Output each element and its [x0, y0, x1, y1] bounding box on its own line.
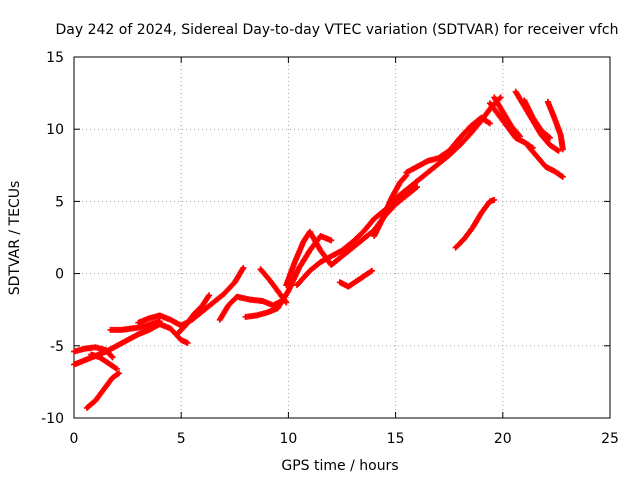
- data-point: [402, 173, 409, 180]
- y-tick-label: 5: [55, 194, 64, 210]
- x-axis-ticks: 0 5 10 15 20 25: [70, 57, 619, 447]
- series-track-17: [486, 100, 536, 151]
- data-point: [555, 147, 562, 154]
- series-track-4: [83, 370, 123, 411]
- data-point: [156, 318, 163, 325]
- series-track-3: [88, 351, 120, 372]
- data-point: [206, 292, 213, 299]
- y-tick-label: 0: [55, 267, 64, 283]
- data-point: [559, 146, 566, 153]
- data-point: [109, 354, 116, 361]
- series-track-12: [293, 94, 504, 289]
- series-track-21: [525, 143, 566, 180]
- y-axis-label: SDTVAR / TECUs: [7, 181, 23, 296]
- data-point: [412, 184, 419, 191]
- series-track-5: [107, 318, 163, 333]
- data-point: [546, 134, 553, 141]
- data-point: [515, 132, 522, 139]
- plot-frame: [73, 56, 611, 419]
- data-point: [414, 183, 421, 190]
- x-tick-label: 0: [70, 431, 79, 447]
- y-tick-label: 10: [46, 122, 64, 138]
- series-track-10: [257, 266, 290, 306]
- y-tick-label: -10: [41, 411, 64, 427]
- data-point: [491, 196, 498, 203]
- data-series: [71, 88, 566, 411]
- data-point: [497, 94, 504, 101]
- series-track-15: [336, 267, 376, 290]
- data-point: [184, 339, 191, 346]
- y-tick-label: -5: [50, 339, 64, 355]
- chart-title: Day 242 of 2024, Sidereal Day-to-day VTE…: [55, 22, 618, 38]
- y-axis-ticks: -10 -5 0 5 10 15: [41, 50, 610, 427]
- x-axis-label: GPS time / hours: [281, 458, 398, 474]
- data-point: [113, 365, 120, 372]
- series-track-11: [283, 183, 421, 289]
- series-track-20: [521, 97, 553, 141]
- series-track-16: [452, 196, 498, 251]
- data-point: [116, 370, 123, 377]
- x-tick-label: 5: [177, 431, 186, 447]
- x-tick-label: 15: [387, 431, 405, 447]
- data-point: [328, 237, 335, 244]
- series-track-7: [173, 292, 213, 338]
- series-track-13: [371, 172, 410, 240]
- data-point: [369, 267, 376, 274]
- data-point: [545, 133, 552, 140]
- series-track-14: [403, 114, 493, 176]
- series-track-22: [544, 98, 566, 153]
- data-point: [108, 353, 115, 360]
- data-point: [486, 120, 493, 127]
- data-point: [559, 173, 566, 180]
- data-point: [283, 299, 290, 306]
- y-tick-label: 15: [46, 50, 64, 66]
- data-point: [240, 264, 247, 271]
- series-track-9: [242, 233, 335, 320]
- series-track-2: [71, 344, 116, 361]
- x-tick-label: 10: [279, 431, 297, 447]
- series-track-18: [491, 94, 523, 140]
- data-point: [516, 133, 523, 140]
- x-tick-label: 20: [494, 431, 512, 447]
- x-tick-label: 25: [601, 431, 619, 447]
